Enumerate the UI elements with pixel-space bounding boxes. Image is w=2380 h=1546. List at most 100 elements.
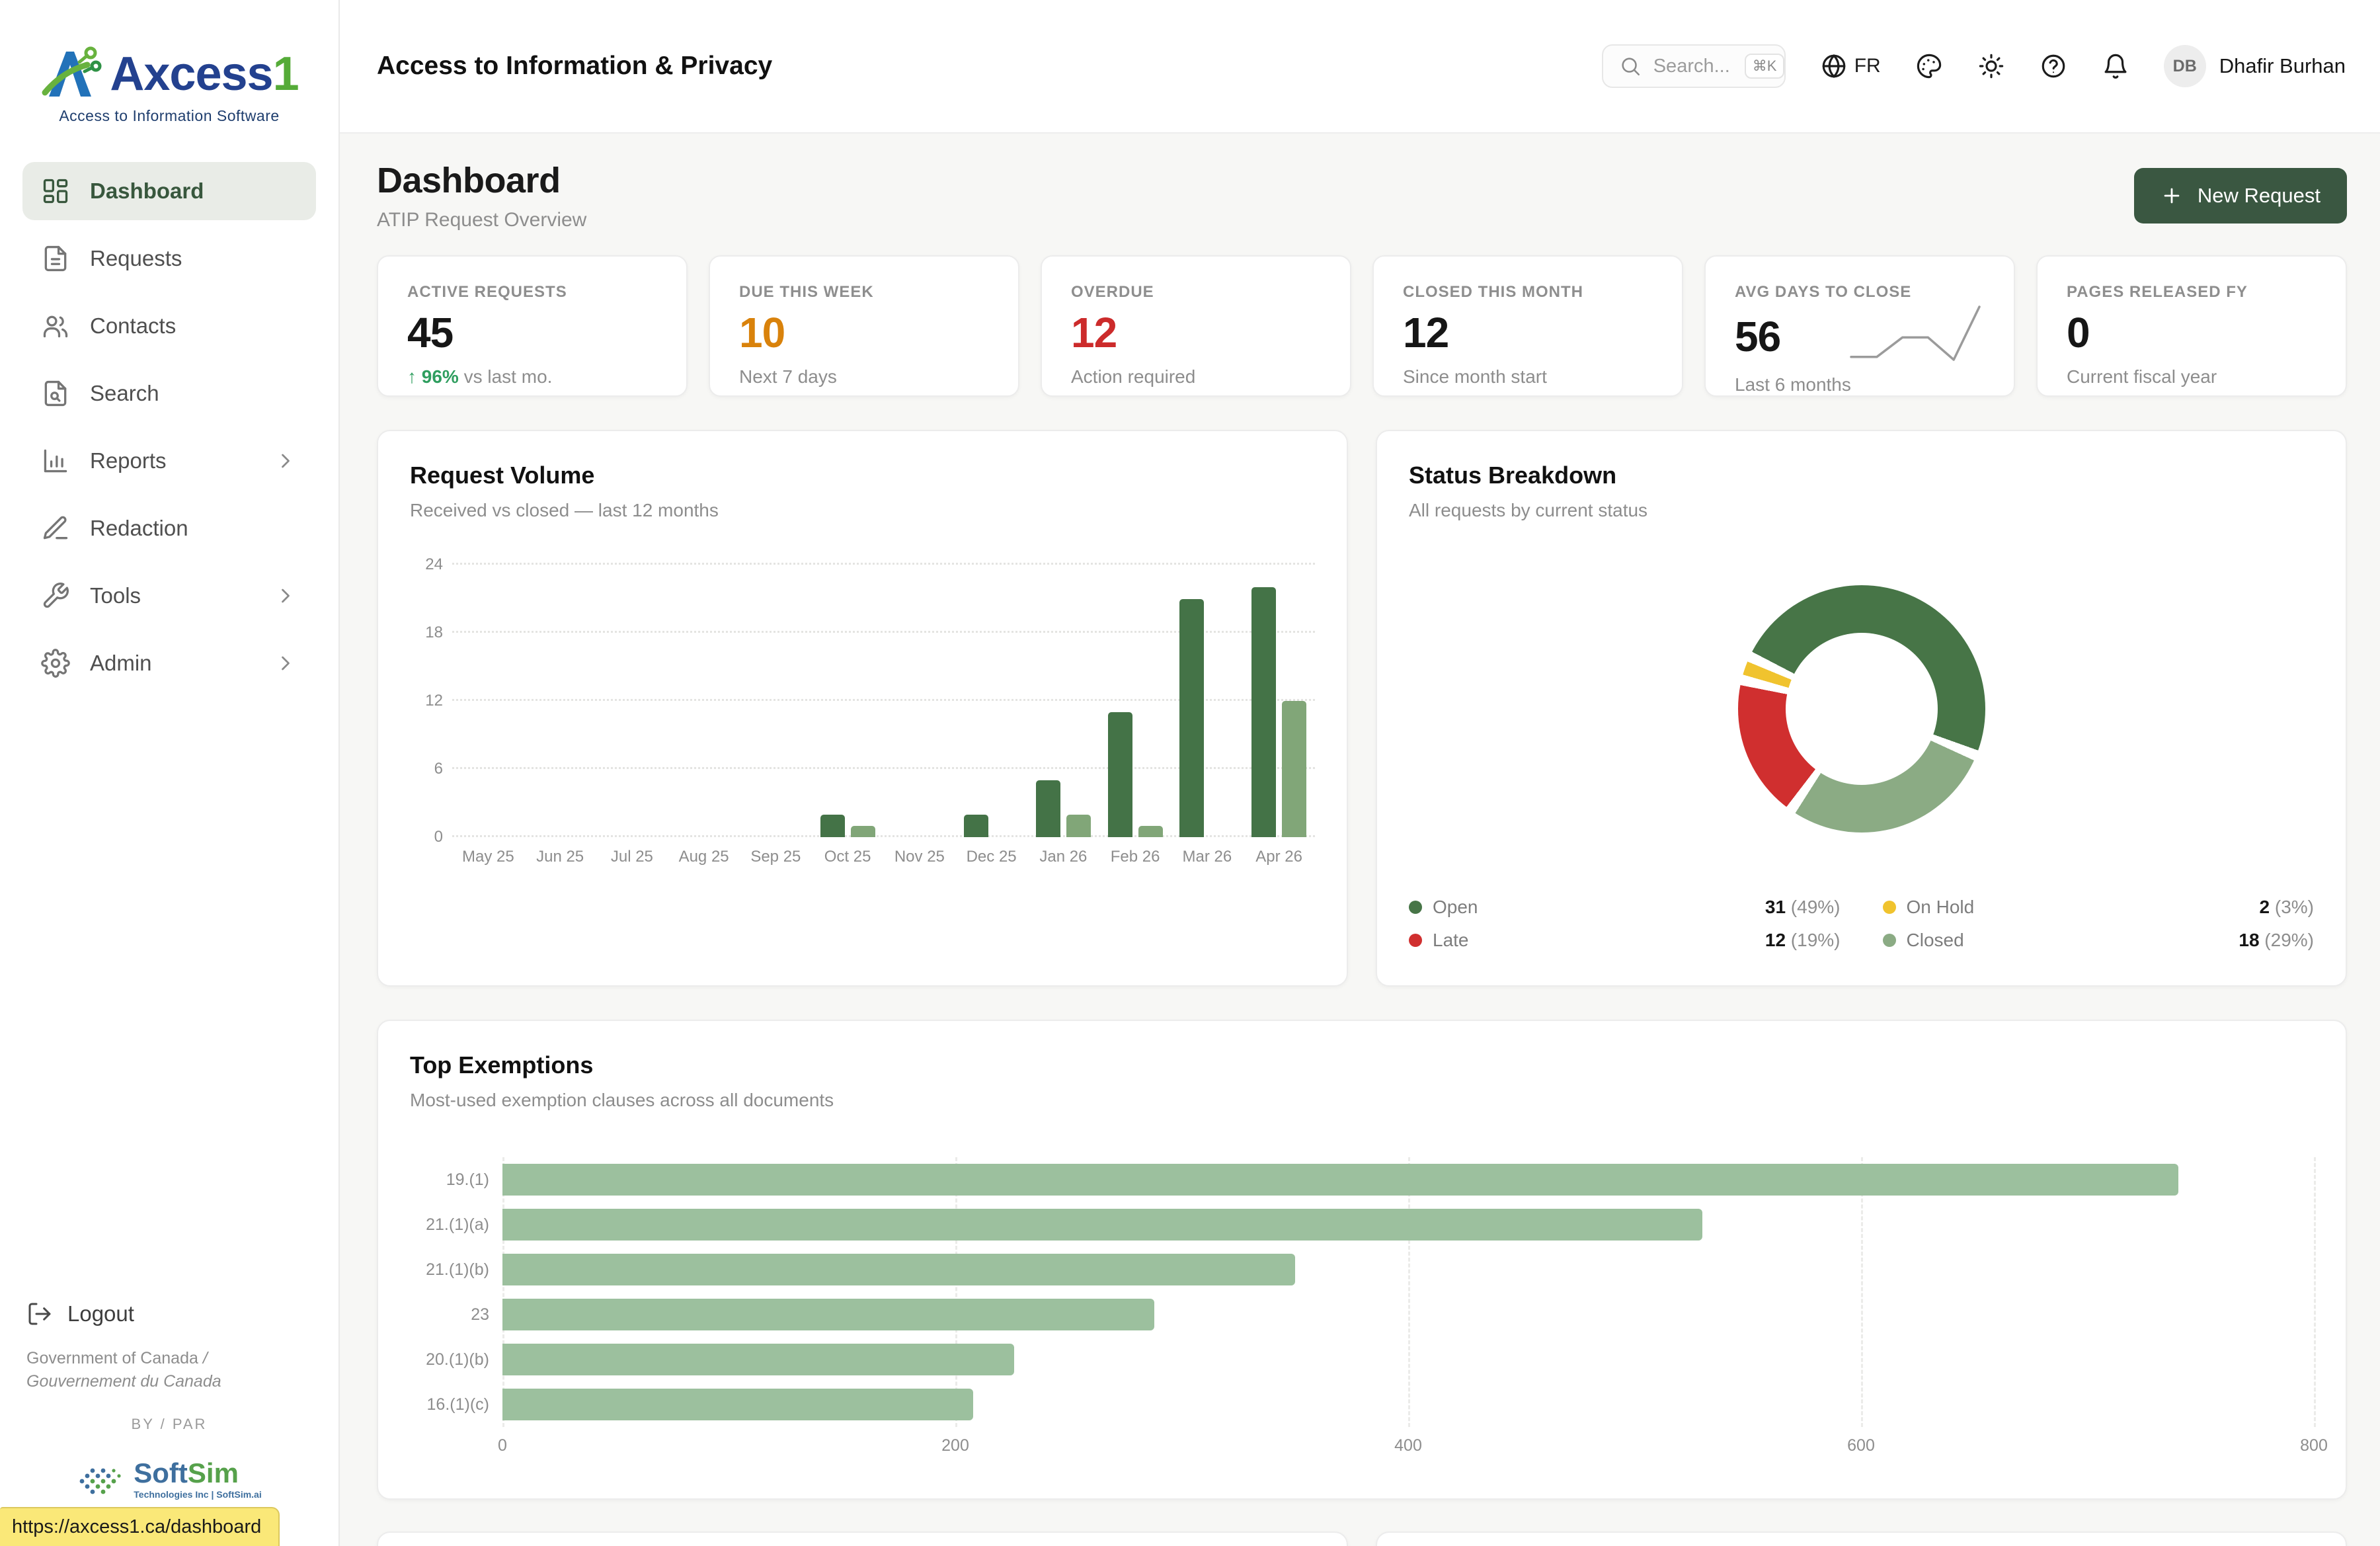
sidebar-item-label: Contacts (90, 313, 177, 338)
received-bar-apr-26 (1251, 587, 1277, 837)
kpi-card-overdue: OVERDUE 12 Action required (1041, 255, 1351, 397)
legend-item-on-hold: On Hold 2 (3%) (1882, 897, 2314, 918)
closed-bar-apr-26 (1282, 701, 1307, 837)
kpi-label: AVG DAYS TO CLOSE (1735, 283, 1912, 301)
partial-card-left (377, 1531, 1348, 1546)
request-volume-subtitle: Received vs closed — last 12 months (410, 500, 719, 520)
bar-group-may-25 (452, 565, 524, 837)
brightness-toggle[interactable] (1977, 52, 2005, 80)
sidebar-item-label: Search (90, 381, 159, 405)
exemption-row-20-1-b- (502, 1337, 2314, 1382)
kpi-card-due-this-week: DUE THIS WEEK 10 Next 7 days (709, 255, 1019, 397)
search-input[interactable] (1653, 55, 1733, 77)
page-subtitle: ATIP Request Overview (377, 209, 587, 231)
softsim-logo-icon (77, 1461, 126, 1500)
gridline-x-800 (2314, 1157, 2316, 1427)
user-name: Dhafir Burhan (2219, 54, 2346, 77)
gridline-y-24 (452, 563, 1315, 565)
sidebar-item-redaction[interactable]: Redaction (22, 499, 316, 557)
kpi-label: ACTIVE REQUESTS (407, 283, 567, 301)
kpi-value: 12 (1071, 309, 1117, 356)
y-tick-label: 24 (425, 555, 443, 573)
x-tick-label: Apr 26 (1255, 848, 1302, 866)
bar-group-jun-25 (524, 565, 596, 837)
notifications-button[interactable] (2102, 52, 2129, 80)
globe-icon (1820, 52, 1848, 80)
logout-label: Logout (67, 1301, 134, 1326)
legend-dot (1409, 934, 1422, 947)
x-tick-label: 400 (1394, 1436, 1422, 1455)
user-menu[interactable]: DB Dhafir Burhan (2163, 45, 2346, 87)
exemption-row-19-1- (502, 1157, 2314, 1202)
legend-item-open: Open 31 (49%) (1409, 897, 1841, 918)
bar-group-jul-25 (596, 565, 668, 837)
request-volume-bars (452, 565, 1315, 837)
search-icon (1619, 55, 1642, 77)
main-area: Access to Information & Privacy ⌘K FR (340, 0, 2380, 1546)
kpi-label: OVERDUE (1071, 283, 1154, 301)
avg-days-sparkline (1850, 305, 1981, 361)
y-tick-label: 12 (425, 692, 443, 710)
exemption-label-23: 23 (471, 1305, 489, 1324)
file-search-icon (41, 379, 70, 408)
chevron-right-icon (274, 449, 298, 473)
brand-name: Axcess1 (110, 48, 299, 101)
exemption-row-21-1-a- (502, 1202, 2314, 1247)
exemption-bar-21-1-a- (502, 1209, 1703, 1241)
sidebar-item-admin[interactable]: Admin (22, 634, 316, 692)
sun-icon (1977, 52, 2005, 80)
gridline-x-0 (502, 1157, 504, 1427)
search-shortcut-badge: ⌘K (1744, 54, 1785, 79)
sidebar-item-search[interactable]: Search (22, 364, 316, 423)
kpi-label: CLOSED THIS MONTH (1403, 283, 1583, 301)
logout-button[interactable]: Logout (26, 1294, 312, 1347)
bar-group-oct-25 (812, 565, 884, 837)
exemption-bar-23 (502, 1299, 1155, 1330)
top-exemptions-x-axis: 0 200 400 600 800 (498, 1436, 2328, 1468)
sidebar-item-label: Admin (90, 651, 152, 675)
kpi-subtext: Next 7 days (739, 366, 837, 387)
gridline-y-18 (452, 631, 1315, 633)
search-box[interactable]: ⌘K (1601, 44, 1786, 88)
exemption-bar-21-1-b- (502, 1254, 1295, 1285)
x-tick-label: 800 (2300, 1436, 2328, 1455)
top-exemptions-chart: 19.(1) 21.(1)(a) 21.(1)(b) 23 20.(1)(b) 16.(1… (410, 1157, 2328, 1468)
wrench-icon (41, 581, 70, 610)
exemption-label-19-1-: 19.(1) (446, 1170, 489, 1189)
bell-icon (2102, 52, 2129, 80)
sidebar-item-contacts[interactable]: Contacts (22, 297, 316, 355)
x-tick-label: Oct 25 (824, 848, 871, 866)
legend-dot (1882, 901, 1896, 914)
x-tick-label: Feb 26 (1110, 848, 1160, 866)
file-text-icon (41, 244, 70, 273)
language-toggle[interactable]: FR (1820, 52, 1881, 80)
sidebar-item-dashboard[interactable]: Dashboard (22, 162, 316, 220)
kpi-subtext: Current fiscal year (2067, 366, 2217, 387)
kpi-value: 0 (2067, 309, 2090, 356)
received-bar-oct-25 (820, 814, 845, 837)
status-donut-chart (1737, 585, 1985, 833)
kpi-row: ACTIVE REQUESTS 45 ↑ 96% vs last mo. DUE TH… (377, 255, 2347, 397)
request-volume-plot (452, 563, 1315, 837)
request-volume-card: Request Volume Received vs closed — last… (377, 430, 1348, 987)
status-breakdown-subtitle: All requests by current status (1409, 500, 1648, 520)
sidebar-item-tools[interactable]: Tools (22, 567, 316, 625)
kpi-card-pages-released-fy: PAGES RELEASED FY 0 Current fiscal year (2036, 255, 2347, 397)
legend-value: 18 (29%) (2239, 930, 2314, 950)
help-button[interactable] (2040, 52, 2067, 80)
theme-palette-button[interactable] (1915, 52, 1943, 80)
avatar: DB (2163, 45, 2206, 87)
x-tick-label: 200 (941, 1436, 969, 1455)
legend-label: On Hold (1906, 897, 1975, 917)
sidebar-item-label: Tools (90, 583, 141, 608)
legend-label: Late (1433, 930, 1469, 950)
new-request-button[interactable]: New Request (2133, 168, 2347, 224)
sidebar-item-requests[interactable]: Requests (22, 229, 316, 288)
kpi-value: 56 (1735, 313, 1781, 360)
sidebar-item-reports[interactable]: Reports (22, 432, 316, 490)
bar-group-feb-26 (1099, 565, 1171, 837)
softsim-logo: SoftSim Technologies Inc | SoftSim.ai (26, 1459, 312, 1500)
top-exemptions-card: Top Exemptions Most-used exemption claus… (377, 1020, 2347, 1500)
x-tick-label: Aug 25 (678, 848, 729, 866)
kpi-subtext: ↑ 96% vs last mo. (407, 366, 553, 387)
